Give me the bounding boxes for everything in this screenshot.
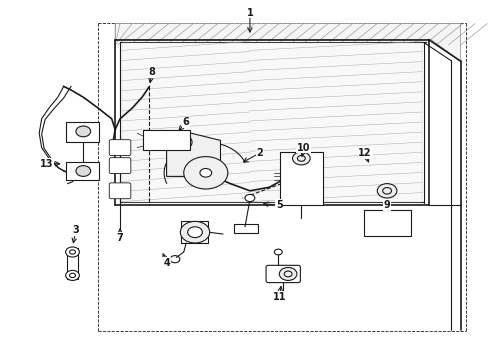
Circle shape xyxy=(274,249,282,255)
Text: 2: 2 xyxy=(256,148,263,158)
Circle shape xyxy=(171,134,192,150)
Circle shape xyxy=(279,267,297,280)
Circle shape xyxy=(66,247,79,257)
FancyBboxPatch shape xyxy=(234,224,258,233)
FancyBboxPatch shape xyxy=(364,210,411,236)
FancyBboxPatch shape xyxy=(374,186,403,195)
Circle shape xyxy=(184,157,228,189)
Text: 10: 10 xyxy=(297,143,311,153)
Text: 11: 11 xyxy=(272,292,286,302)
Text: 3: 3 xyxy=(73,225,79,235)
Text: 8: 8 xyxy=(148,67,155,77)
Circle shape xyxy=(377,184,397,198)
Circle shape xyxy=(116,145,124,150)
Text: 12: 12 xyxy=(358,148,372,158)
Circle shape xyxy=(245,194,255,202)
Polygon shape xyxy=(66,122,99,142)
Circle shape xyxy=(200,168,212,177)
Circle shape xyxy=(188,227,202,238)
Circle shape xyxy=(116,163,124,168)
Polygon shape xyxy=(67,248,78,279)
Circle shape xyxy=(76,126,91,137)
Circle shape xyxy=(116,188,124,194)
Text: 4: 4 xyxy=(163,258,170,268)
FancyBboxPatch shape xyxy=(266,265,300,283)
Polygon shape xyxy=(181,221,208,243)
Text: 13: 13 xyxy=(40,159,53,169)
Text: 5: 5 xyxy=(276,200,283,210)
Text: 1: 1 xyxy=(246,8,253,18)
FancyBboxPatch shape xyxy=(109,183,131,199)
FancyBboxPatch shape xyxy=(280,152,323,205)
Text: 6: 6 xyxy=(183,117,190,127)
FancyBboxPatch shape xyxy=(109,158,131,174)
Circle shape xyxy=(180,221,210,243)
Text: 7: 7 xyxy=(117,233,123,243)
Polygon shape xyxy=(66,162,99,180)
Polygon shape xyxy=(115,23,461,61)
Circle shape xyxy=(76,166,91,176)
Circle shape xyxy=(293,152,310,165)
FancyBboxPatch shape xyxy=(143,130,190,150)
FancyBboxPatch shape xyxy=(109,140,131,156)
Text: 9: 9 xyxy=(384,200,391,210)
Circle shape xyxy=(66,270,79,280)
Polygon shape xyxy=(167,133,220,176)
Polygon shape xyxy=(122,43,422,202)
